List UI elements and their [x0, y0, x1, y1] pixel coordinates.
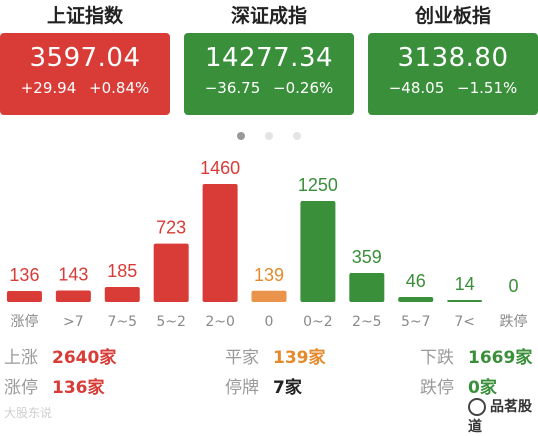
- index-change-pct: −1.51%: [457, 79, 518, 97]
- category-label: 0~2: [303, 314, 333, 330]
- bar-5: [251, 290, 287, 302]
- bar-value-label: 185: [107, 261, 137, 281]
- index-name: 创业板指: [368, 0, 538, 32]
- stat-label: 停牌: [225, 378, 259, 398]
- rise-fall-distribution-chart: 136 涨停 143 >7 185 7~5 723 5~2 1460 2~0 139 0 1250 0~2…: [6, 158, 528, 330]
- stat-label: 下跌: [420, 348, 454, 368]
- stat-halted: 停牌 7家: [225, 376, 302, 400]
- page-indicator[interactable]: [0, 125, 538, 144]
- index-card-body: 3138.80 −48.05 −1.51%: [368, 33, 538, 115]
- wechat-logo-icon: [468, 398, 486, 416]
- stat-value: 139家: [273, 348, 326, 368]
- bar-6: [300, 200, 336, 302]
- index-change-pct: +0.84%: [89, 79, 150, 97]
- bar-7: [349, 272, 385, 302]
- bar-value-label: 723: [156, 218, 186, 238]
- category-label: 0: [265, 314, 274, 330]
- category-label: 跌停: [500, 313, 528, 330]
- index-price: 3138.80: [397, 43, 509, 73]
- stat-down: 下跌 1669家: [420, 346, 532, 370]
- bar-value-label: 136: [9, 265, 39, 285]
- index-card-shanghai[interactable]: 上证指数 3597.04 +29.94 +0.84%: [0, 0, 170, 115]
- stat-value: 136家: [52, 378, 105, 398]
- stat-limit-up: 涨停 136家: [4, 376, 105, 400]
- stat-label: 平家: [225, 348, 259, 368]
- index-change-pct: −0.26%: [273, 79, 334, 97]
- category-label: 2~5: [352, 314, 382, 330]
- category-label: 7<: [454, 314, 475, 330]
- index-name: 上证指数: [0, 0, 170, 32]
- index-card-chinext[interactable]: 创业板指 3138.80 −48.05 −1.51%: [368, 0, 538, 115]
- stat-label: 涨停: [4, 378, 38, 398]
- bar-value-label: 46: [406, 271, 426, 291]
- bar-1: [55, 290, 91, 302]
- stat-limit-down: 跌停 0家: [420, 376, 497, 400]
- bar-2: [104, 287, 140, 302]
- bar-value-label: 143: [58, 264, 88, 284]
- page-dot[interactable]: [293, 132, 301, 140]
- index-change: −36.75: [204, 79, 261, 97]
- index-card-body: 14277.34 −36.75 −0.26%: [184, 33, 354, 115]
- bar-0: [6, 291, 42, 302]
- index-name: 深证成指: [184, 0, 354, 32]
- bar-4: [202, 184, 238, 302]
- bar-9: [447, 300, 483, 302]
- stat-value: 1669家: [468, 348, 533, 368]
- index-change: +29.94: [20, 79, 77, 97]
- index-price: 14277.34: [204, 43, 334, 73]
- bar-value-label: 14: [455, 274, 475, 294]
- category-label: 7~5: [107, 314, 137, 330]
- bar-value-label: 139: [254, 265, 284, 285]
- stat-label: 跌停: [420, 378, 454, 398]
- stat-value: 2640家: [52, 348, 117, 368]
- bar-value-label: 359: [352, 247, 382, 267]
- category-label: 2~0: [205, 314, 235, 330]
- stat-up: 上涨 2640家: [4, 346, 116, 370]
- bar-value-label: 1460: [200, 158, 240, 178]
- bar-value-label: 1250: [298, 175, 338, 195]
- category-label: 5~2: [156, 314, 186, 330]
- category-label: 涨停: [10, 313, 38, 330]
- page-dot[interactable]: [237, 132, 245, 140]
- bar-3: [153, 243, 189, 302]
- stat-value: 0家: [468, 378, 497, 398]
- index-card-shenzhen[interactable]: 深证成指 14277.34 −36.75 −0.26%: [184, 0, 354, 115]
- index-price: 3597.04: [29, 43, 141, 73]
- watermark-left: 大股东说: [4, 406, 53, 420]
- index-card-body: 3597.04 +29.94 +0.84%: [0, 33, 170, 115]
- watermark-right: 品茗股道: [468, 396, 538, 436]
- bar-value-label: 0: [509, 276, 519, 296]
- page-dot[interactable]: [265, 132, 273, 140]
- index-change: −48.05: [388, 79, 445, 97]
- bar-8: [398, 297, 434, 302]
- category-label: >7: [63, 314, 84, 330]
- category-label: 5~7: [401, 314, 431, 330]
- stat-label: 上涨: [4, 348, 38, 368]
- stat-flat: 平家 139家: [225, 346, 326, 370]
- stat-value: 7家: [273, 378, 302, 398]
